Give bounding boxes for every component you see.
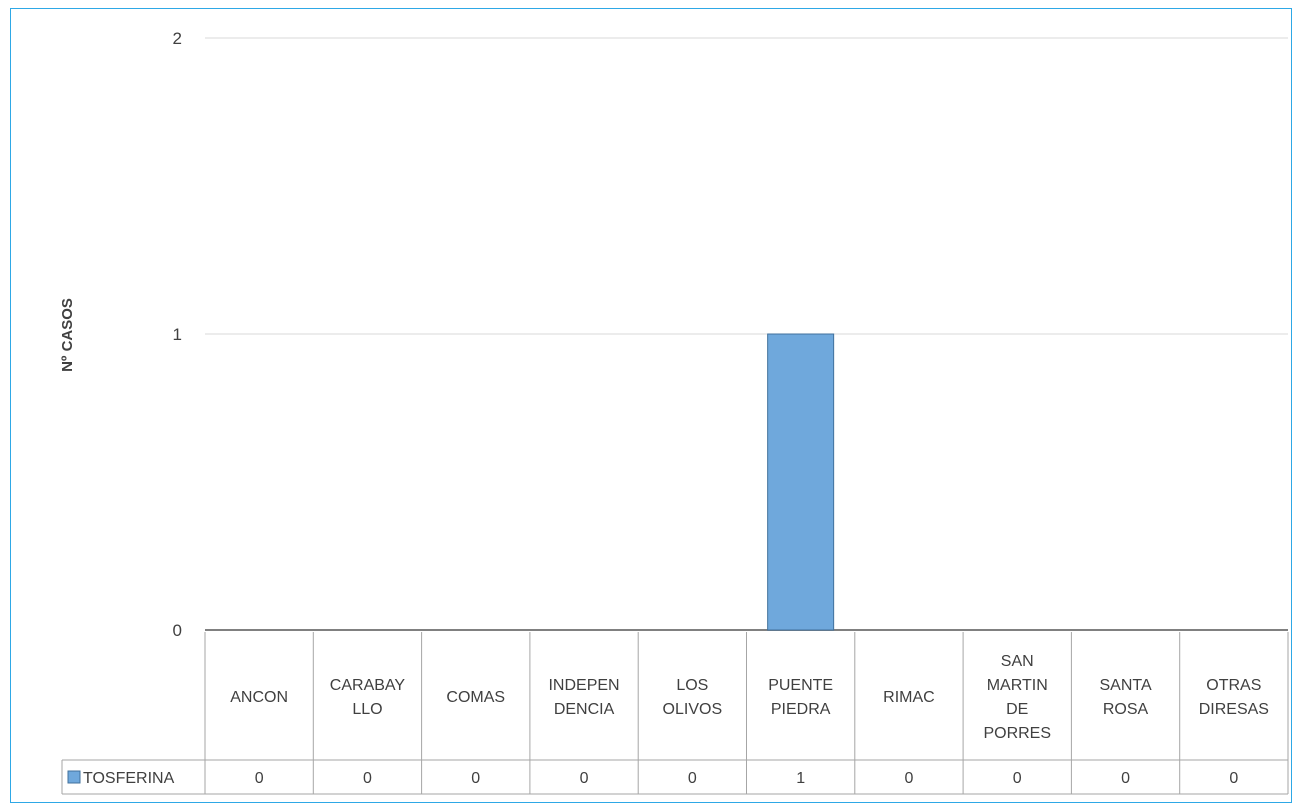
x-category-label: CARABAY LLO [330, 677, 406, 718]
table-value-cell: 0 [1013, 770, 1022, 787]
legend-key [67, 770, 81, 784]
x-category-label: OTRAS DIRESAS [1199, 677, 1269, 718]
y-axis-ticks: 0 1 2 [173, 29, 182, 640]
y-tick-label: 0 [173, 621, 182, 640]
x-category-label: SANTA ROSA [1099, 677, 1151, 718]
x-category-label: SAN MARTIN DE PORRES [983, 653, 1051, 742]
y-axis-label: Nº CASOS [59, 298, 76, 372]
x-category-label: PUENTE PIEDRA [768, 677, 833, 718]
x-category-label: COMAS [446, 689, 505, 706]
table-value-cell: 0 [471, 770, 480, 787]
x-category-label: INDEPEN DENCIA [548, 677, 619, 718]
y-tick-label: 1 [173, 325, 182, 344]
chart-frame [10, 8, 1292, 803]
table-value-cell: 1 [796, 770, 805, 787]
x-category-label: RIMAC [883, 689, 935, 706]
data-table: ANCON CARABAY LLO COMAS INDEPEN DENCIA LOS OLIV… [61, 632, 1289, 795]
table-value-cell: 0 [255, 770, 264, 787]
table-value-cell: 0 [580, 770, 589, 787]
x-category-label: LOS OLIVOS [663, 677, 723, 718]
bar [767, 333, 835, 631]
x-category-label: ANCON [230, 689, 288, 706]
bars [767, 333, 835, 631]
table-value-cell: 0 [363, 770, 372, 787]
table-value-cell: 0 [1229, 770, 1238, 787]
y-tick-label: 2 [173, 29, 182, 48]
gridlines [205, 37, 1288, 631]
table-value-cell: 0 [1121, 770, 1130, 787]
table-value-cell: 0 [904, 770, 913, 787]
table-value-cell: 0 [688, 770, 697, 787]
legend-series-name: TOSFERINA [83, 770, 175, 787]
